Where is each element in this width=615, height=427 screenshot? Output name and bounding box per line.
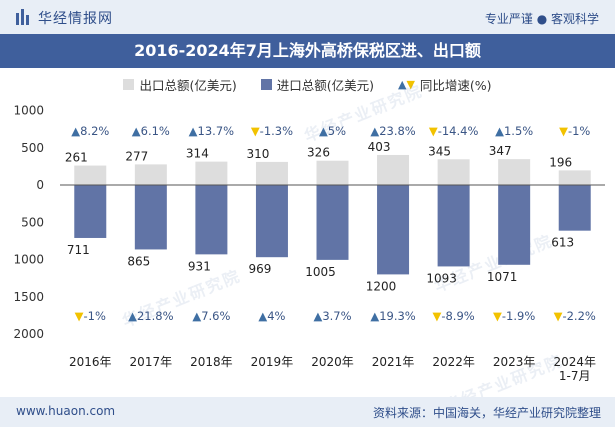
legend-item-export: 出口总额(亿美元) <box>123 75 237 94</box>
chart-title: 2016-2024年7月上海外高桥保税区进、出口额 <box>134 41 481 60</box>
export-bar <box>558 170 591 185</box>
footer-source: 资料来源：中国海关，华经产业研究院整理 <box>372 406 601 420</box>
import-value-label: 1093 <box>426 271 457 285</box>
brand-name: 华经情报网 <box>38 11 113 27</box>
export-growth-label: ▼-14.4% <box>429 124 479 138</box>
import-growth-label: ▲7.6% <box>192 309 230 323</box>
export-value-label: 314 <box>186 147 209 161</box>
y-tick-label: 1000 <box>13 104 44 118</box>
top-bar: 华经情报网 专业严谨 ● 客观科学 <box>0 0 615 34</box>
chart: 1000 500 0 500 1000 1500 2000 261 711 ▲8.2% ▼-1% 20… <box>13 104 605 383</box>
export-bar <box>377 154 410 185</box>
import-growth-label: ▲21.8% <box>128 309 173 323</box>
import-bar <box>437 185 470 267</box>
import-value-label: 969 <box>248 262 271 276</box>
export-value-label: 261 <box>65 151 88 165</box>
export-growth-label: ▲5% <box>319 124 346 138</box>
footer-url: www.huaon.com <box>16 404 116 418</box>
import-growth-label: ▲19.3% <box>370 309 415 323</box>
export-value-label: 403 <box>368 140 391 154</box>
y-tick-label: 500 <box>21 141 44 155</box>
x-tick-label: 2019年 <box>251 355 294 369</box>
export-value-label: 310 <box>246 147 269 161</box>
import-value-label: 1200 <box>366 279 397 293</box>
export-bar <box>74 165 107 185</box>
import-growth-label: ▲3.7% <box>313 309 351 323</box>
export-bar <box>255 161 288 185</box>
y-tick-label: 1500 <box>13 290 44 304</box>
legend-item-import: 进口总额(亿美元) <box>260 75 374 94</box>
export-growth-label: ▲23.8% <box>370 124 415 138</box>
export-growth-label: ▲13.7% <box>189 124 234 138</box>
export-value-label: 347 <box>489 144 512 158</box>
export-growth-label: ▼-1% <box>559 124 590 138</box>
export-value-label: 196 <box>549 155 572 169</box>
export-growth-label: ▲8.2% <box>71 124 109 138</box>
y-tick-label: 1000 <box>13 253 44 267</box>
import-bar <box>74 185 107 238</box>
x-tick-label: 2020年 <box>311 355 354 369</box>
import-growth-label: ▲4% <box>258 309 285 323</box>
y-tick-label: 0 <box>36 178 44 192</box>
export-bar <box>316 160 349 185</box>
export-growth-label: ▼-1.3% <box>251 124 293 138</box>
export-bar <box>134 164 167 185</box>
x-tick-label: 2016年 <box>69 355 112 369</box>
footer: www.huaon.com 资料来源：中国海关，华经产业研究院整理 <box>0 397 615 427</box>
legend-label-import: 进口总额(亿美元) <box>276 77 374 93</box>
import-value-label: 865 <box>127 254 150 268</box>
export-value-label: 345 <box>428 144 451 158</box>
brand-tags: 专业严谨 ● 客观科学 <box>484 12 599 26</box>
legend-label-growth: 同比增速(%) <box>419 77 492 93</box>
export-value-label: 277 <box>125 149 148 163</box>
import-bar <box>134 185 167 250</box>
import-bar <box>498 185 531 265</box>
import-value-label: 931 <box>188 259 211 273</box>
x-tick-label: 2021年 <box>372 355 415 369</box>
import-bar <box>316 185 349 260</box>
import-bar <box>558 185 591 231</box>
import-value-label: 1071 <box>487 270 518 284</box>
legend: 出口总额(亿美元) 进口总额(亿美元) ▲▼ 同比增速(%) <box>0 74 615 94</box>
export-value-label: 326 <box>307 146 330 160</box>
import-bar <box>195 185 228 255</box>
triangle-up-down-icon: ▲▼ <box>397 77 415 91</box>
import-value-label: 613 <box>551 236 574 250</box>
export-growth-label: ▲6.1% <box>132 124 170 138</box>
title-bar: 2016-2024年7月上海外高桥保税区进、出口额 <box>0 34 615 68</box>
import-value-label: 1005 <box>305 265 336 279</box>
x-tick-label: 2023年 <box>493 355 536 369</box>
y-tick-label: 2000 <box>13 327 44 341</box>
export-bar <box>437 159 470 185</box>
import-growth-label: ▼-2.2% <box>554 309 596 323</box>
import-growth-label: ▼-8.9% <box>432 309 474 323</box>
import-bar <box>377 185 410 275</box>
legend-item-growth: ▲▼ 同比增速(%) <box>398 75 492 94</box>
export-growth-label: ▲1.5% <box>495 124 533 138</box>
import-bar <box>255 185 288 258</box>
logo-icon <box>16 9 29 25</box>
x-tick-label: 2018年 <box>190 355 233 369</box>
x-tick-label: 2022年 <box>432 355 475 369</box>
x-tick-label: 2017年 <box>130 355 173 369</box>
x-tick-label: 2024年 1-7月 <box>553 355 596 383</box>
import-value-label: 711 <box>67 243 90 257</box>
legend-swatch-export <box>123 78 135 90</box>
export-bar <box>195 161 228 185</box>
y-tick-label: 500 <box>21 215 44 229</box>
export-bar <box>498 159 531 185</box>
import-growth-label: ▼-1% <box>75 309 106 323</box>
legend-label-export: 出口总额(亿美元) <box>139 77 237 93</box>
legend-swatch-import <box>260 78 272 90</box>
import-growth-label: ▼-1.9% <box>493 309 535 323</box>
